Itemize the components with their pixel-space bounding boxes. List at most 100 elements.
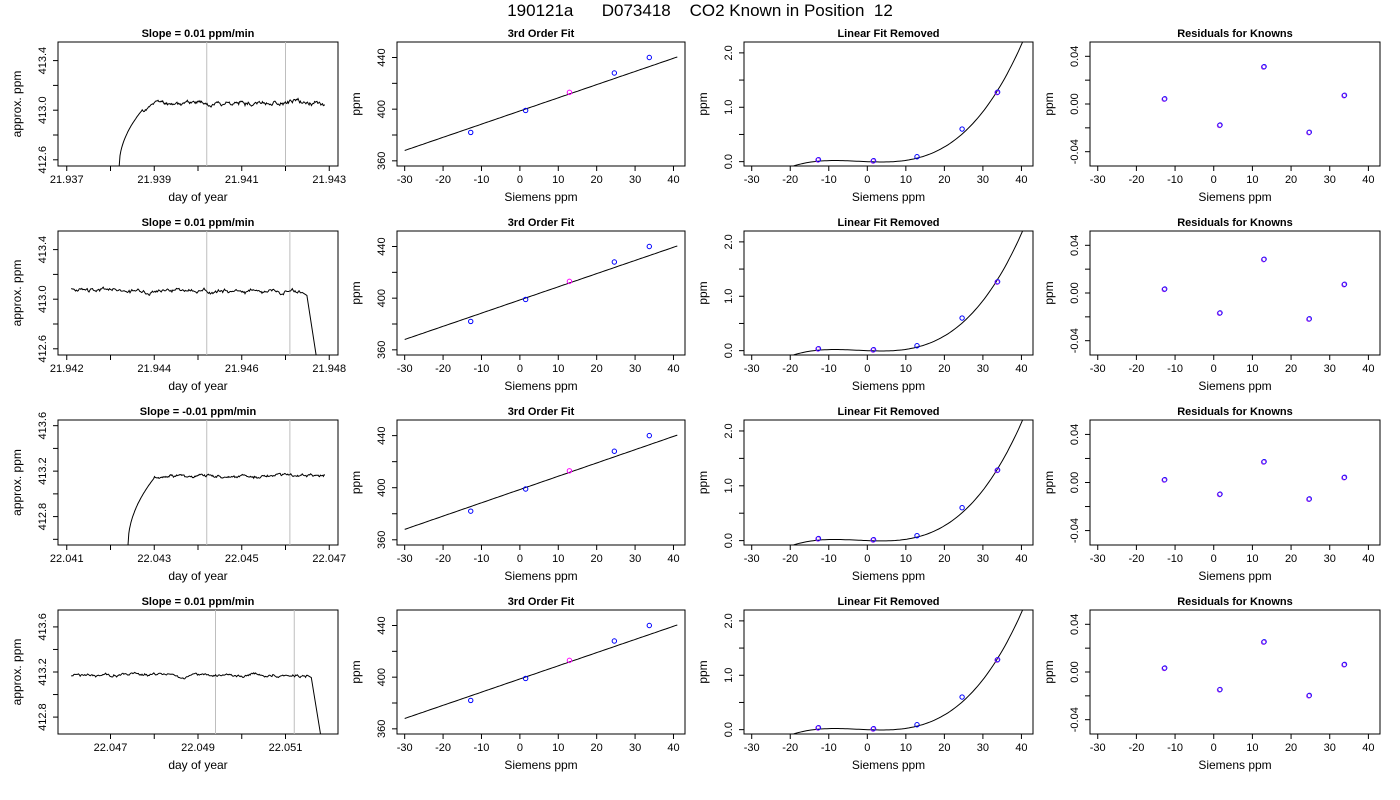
- plot-frame: [743, 419, 1034, 546]
- plot-frame: [57, 609, 339, 735]
- x-tick-label: 20: [1285, 363, 1297, 375]
- known-point: [522, 675, 529, 682]
- x-tick-label: 0: [864, 742, 870, 754]
- known-point-overlay: [1261, 639, 1267, 645]
- y-axis-label: approx. ppm: [10, 71, 24, 138]
- x-tick-label: 22.049: [181, 742, 215, 754]
- x-axis-label: Siemens ppm: [852, 190, 925, 204]
- x-tick-label: 20: [938, 553, 950, 565]
- x-tick-label: 40: [1015, 363, 1027, 375]
- fit-curve: [404, 624, 678, 719]
- x-tick-label: 30: [977, 742, 989, 754]
- known-point: [566, 468, 573, 474]
- known-point: [611, 638, 618, 644]
- known-point-overlay: [816, 724, 822, 731]
- known-point-overlay: [1217, 122, 1223, 128]
- y-axis-label: approx. ppm: [10, 449, 24, 516]
- x-axis-label: Siemens ppm: [852, 379, 925, 393]
- known-point: [611, 70, 618, 76]
- y-axis-label: approx. ppm: [10, 639, 24, 706]
- x-tick-label: -20: [1128, 174, 1144, 186]
- x-tick-label: 20: [591, 363, 603, 375]
- known-point-overlay: [871, 726, 877, 732]
- y-tick-label: 1.0: [723, 478, 735, 493]
- y-tick-label: 1.0: [723, 100, 735, 115]
- plot-area: [791, 420, 1024, 545]
- x-tick-label: 10: [1246, 553, 1258, 565]
- plot-frame: [1089, 41, 1381, 167]
- y-tick-label: 0.0: [723, 533, 735, 548]
- known-point: [566, 89, 573, 96]
- known-point-overlay: [995, 89, 1001, 95]
- known-point: [1260, 639, 1267, 645]
- known-point: [1260, 256, 1267, 263]
- y-tick-label: 413.4: [37, 47, 49, 75]
- x-tick-label: 20: [938, 363, 950, 375]
- known-point: [646, 622, 652, 629]
- known-point: [914, 154, 920, 160]
- y-tick-label: 440: [376, 237, 388, 255]
- plot-area: [70, 610, 321, 734]
- known-point: [468, 508, 474, 514]
- plot-area: [71, 231, 317, 355]
- plot-frame: [396, 609, 686, 735]
- x-tick-label: 20: [591, 742, 603, 754]
- x-tick-label: 30: [629, 742, 641, 754]
- x-tick-label: -10: [821, 742, 837, 754]
- x-tick-label: 0: [864, 553, 870, 565]
- x-tick-label: 0: [1211, 553, 1217, 565]
- figure-title: 190121a D073418 CO2 Known in Position 12: [507, 1, 893, 20]
- y-tick-label: 360: [376, 341, 388, 359]
- y-tick-label: 413.4: [37, 236, 49, 264]
- y-tick-label: 0.00: [1069, 472, 1081, 493]
- y-tick-label: 0.04: [1069, 46, 1081, 67]
- known-point: [1216, 491, 1223, 498]
- known-point: [1306, 693, 1312, 699]
- panel-title: Slope = 0.01 ppm/min: [142, 217, 255, 229]
- known-point: [646, 54, 652, 61]
- y-axis-label: ppm: [349, 660, 363, 683]
- y-tick-label: 412.6: [37, 335, 49, 363]
- known-point: [994, 279, 1000, 285]
- plot-area: [404, 432, 678, 530]
- plot-frame: [396, 230, 686, 356]
- y-axis-label: approx. ppm: [10, 260, 24, 327]
- x-tick-label: 10: [900, 174, 912, 186]
- y-tick-label: 360: [376, 720, 388, 738]
- x-tick-label: -30: [1090, 742, 1106, 754]
- y-tick-label: -0.04: [1069, 518, 1081, 543]
- x-tick-label: 40: [667, 553, 679, 565]
- known-point-overlay: [871, 158, 877, 164]
- panel-4-2: 3rd Order Fit -30 -20 -10 0 10 20 30 40 360 400 440…: [349, 596, 686, 772]
- known-point: [1306, 129, 1312, 136]
- plot-area: [791, 231, 1024, 355]
- x-tick-label: -10: [821, 174, 837, 186]
- x-axis-label: Siemens ppm: [852, 569, 925, 583]
- known-point-overlay: [871, 347, 877, 353]
- panel-1-3: Linear Fit Removed -30 -20 -10 0 10 20 30 40 0.0 1…: [696, 28, 1034, 204]
- y-tick-label: 400: [376, 289, 388, 307]
- y-tick-label: 1.0: [723, 668, 735, 683]
- panel-3-4: Residuals for Knowns -30 -20 -10 0 10 20 30 40 -0…: [1042, 406, 1381, 583]
- plot-frame: [743, 609, 1034, 735]
- x-tick-label: -20: [435, 742, 451, 754]
- known-point: [522, 107, 529, 114]
- x-tick-label: -20: [435, 553, 451, 565]
- known-point: [959, 694, 965, 700]
- x-tick-label: 22.045: [225, 553, 259, 565]
- y-axis-label: ppm: [349, 471, 363, 494]
- y-axis-label: ppm: [1042, 281, 1056, 304]
- fit-curve: [791, 231, 1024, 355]
- y-tick-label: 0.0: [723, 154, 735, 169]
- known-point-overlay: [1342, 92, 1348, 98]
- y-tick-label: 412.8: [37, 703, 49, 731]
- known-point: [994, 89, 1000, 96]
- panel-3-2: 3rd Order Fit -30 -20 -10 0 10 20 30 40 360 400 440…: [349, 406, 686, 583]
- panel-1-2: 3rd Order Fit -30 -20 -10 0 10 20 30 40 360 400 440…: [349, 28, 686, 204]
- y-axis-label: ppm: [696, 92, 710, 115]
- x-tick-label: 30: [977, 174, 989, 186]
- y-tick-label: 413.6: [37, 412, 49, 440]
- y-axis-label: ppm: [349, 281, 363, 304]
- x-tick-label: -20: [1128, 553, 1144, 565]
- known-point: [870, 726, 876, 732]
